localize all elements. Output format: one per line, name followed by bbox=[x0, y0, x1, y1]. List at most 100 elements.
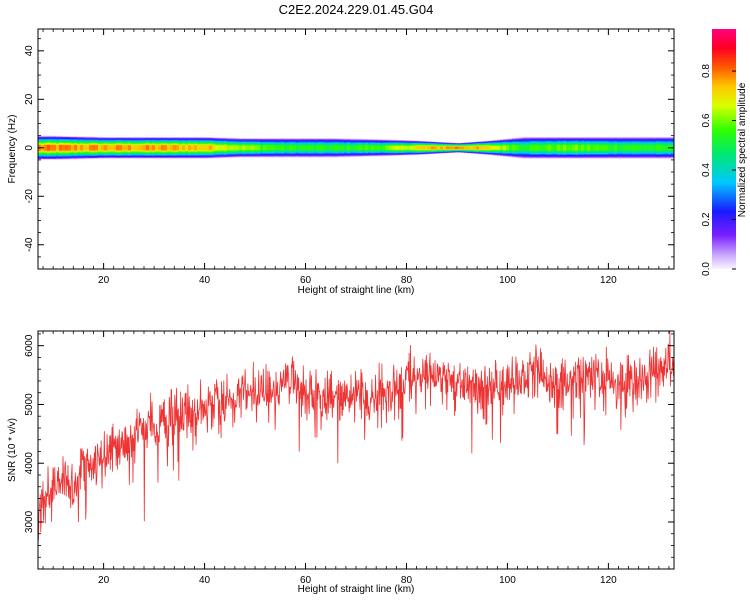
spectrogram-cell bbox=[305, 145, 309, 151]
snr-series-line bbox=[38, 331, 674, 541]
colorbar-ticks: 0.0 0.2 0.4 0.6 0.8 bbox=[701, 64, 736, 276]
spectrogram-cell bbox=[191, 145, 195, 151]
spectrogram-cell bbox=[119, 145, 123, 151]
spectrogram-cell bbox=[137, 145, 141, 151]
snr-y-tick-label: 3000 bbox=[24, 510, 35, 533]
spectrogram-cell bbox=[206, 145, 210, 151]
spectrogram-cell bbox=[56, 144, 60, 151]
spectrogram-cell bbox=[239, 145, 243, 151]
spectrogram-cell bbox=[227, 145, 231, 151]
spectrogram-cell bbox=[374, 145, 378, 150]
spectrogram-cell bbox=[125, 145, 129, 151]
spectrogram-cell bbox=[284, 145, 288, 151]
spectrogram-cell bbox=[428, 146, 432, 150]
spectrogram-cell bbox=[476, 146, 480, 150]
spectrogram-cell bbox=[614, 145, 618, 151]
spectrogram-cell bbox=[269, 145, 273, 151]
spectrogram-cell bbox=[434, 146, 438, 150]
spectrogram-cell bbox=[584, 145, 588, 151]
spectrogram-cell bbox=[53, 144, 57, 151]
spectrogram-cell bbox=[179, 145, 183, 151]
spectrogram-cell bbox=[266, 145, 270, 151]
spectrogram-cell bbox=[536, 145, 540, 151]
spectrogram-cell bbox=[257, 145, 261, 151]
spectrogram-cell bbox=[278, 145, 282, 151]
colorbar-tick-label: 0.2 bbox=[701, 212, 712, 226]
snr-panel: 20 40 60 80 100 120 3000 4000 5000 6000 Height o… bbox=[7, 330, 675, 595]
spectrogram-cell bbox=[566, 145, 570, 151]
spectrogram-cell bbox=[341, 145, 345, 151]
spectrogram-y-tick-label: 20 bbox=[24, 93, 35, 105]
spectrogram-cell bbox=[482, 146, 486, 150]
spectrogram-y-tick-label: -40 bbox=[24, 237, 35, 252]
spectrogram-cell bbox=[620, 145, 624, 151]
spectrogram-cell bbox=[548, 145, 552, 151]
spectrogram-cell bbox=[203, 145, 207, 151]
spectrogram-cell bbox=[362, 145, 366, 150]
spectrogram-cell bbox=[596, 145, 600, 151]
spectrogram-cell bbox=[383, 145, 387, 150]
spectrogram-x-tick-label: 80 bbox=[401, 275, 413, 286]
spectrogram-cell bbox=[122, 145, 126, 151]
spectrogram-cell bbox=[638, 145, 642, 151]
spectrogram-panel: 20 40 60 80 100 120 -40 -20 0 20 40 Height of str… bbox=[7, 28, 675, 296]
spectrogram-cell bbox=[290, 145, 294, 151]
spectrogram-cell bbox=[488, 146, 492, 150]
spectrogram-cell bbox=[287, 145, 291, 151]
spectrogram-cell bbox=[386, 145, 390, 150]
spectrogram-cell bbox=[557, 145, 561, 151]
spectrogram-cell bbox=[458, 146, 462, 149]
snr-y-ticks: 3000 4000 5000 6000 bbox=[24, 333, 674, 570]
spectrogram-y-tick-label: 0 bbox=[24, 145, 35, 151]
spectrogram-cell bbox=[485, 146, 489, 150]
spectrogram-cell bbox=[110, 145, 114, 151]
spectrogram-cell bbox=[665, 145, 669, 151]
spectrogram-cell bbox=[230, 145, 234, 151]
spectrogram-cell bbox=[296, 145, 300, 151]
spectrogram-cell bbox=[200, 145, 204, 151]
spectrogram-cell bbox=[74, 145, 78, 151]
spectrogram-cell bbox=[359, 145, 363, 150]
spectrogram-cell bbox=[518, 145, 522, 151]
spectrogram-cell bbox=[146, 145, 150, 151]
spectrogram-cell bbox=[47, 144, 51, 151]
spectrogram-cell bbox=[629, 145, 633, 151]
spectrogram-cell bbox=[338, 145, 342, 151]
spectrogram-cell bbox=[500, 145, 504, 150]
spectrogram-cell bbox=[215, 145, 219, 151]
spectrogram-cell bbox=[356, 145, 360, 150]
snr-y-tick-label: 4000 bbox=[24, 452, 35, 475]
spectrogram-cell bbox=[128, 145, 132, 151]
spectrogram-y-label: Frequency (Hz) bbox=[7, 115, 18, 184]
spectrogram-cell bbox=[212, 145, 216, 151]
spectrogram-cell bbox=[164, 145, 168, 151]
spectrogram-cell bbox=[602, 145, 606, 151]
spectrogram-x-label: Height of straight line (km) bbox=[298, 285, 415, 296]
spectrogram-cell bbox=[647, 145, 651, 151]
spectrogram-cell bbox=[77, 145, 81, 151]
spectrogram-x-ticks: 20 40 60 80 100 120 bbox=[42, 29, 670, 286]
spectrogram-y-ticks: -40 -20 0 20 40 bbox=[24, 38, 674, 270]
spectrogram-cell bbox=[662, 145, 666, 151]
spectrogram-cell bbox=[308, 145, 312, 151]
snr-x-ticks: 20 40 60 80 100 120 bbox=[42, 331, 670, 586]
spectrogram-cell bbox=[221, 145, 225, 151]
spectrogram-cell bbox=[404, 145, 408, 150]
spectrogram-cell bbox=[143, 145, 147, 151]
spectrogram-cell bbox=[251, 145, 255, 151]
spectrogram-cell bbox=[371, 145, 375, 150]
spectrogram-cell bbox=[401, 145, 405, 150]
spectrogram-cell bbox=[563, 145, 567, 151]
spectrogram-x-tick-label: 100 bbox=[499, 275, 516, 286]
spectrogram-cell bbox=[158, 145, 162, 151]
spectrogram-cell bbox=[599, 145, 603, 151]
spectrogram-cell bbox=[656, 145, 660, 151]
spectrogram-cell bbox=[314, 145, 318, 151]
spectrogram-y-tick-label: 40 bbox=[24, 45, 35, 57]
colorbar-tick-label: 0.0 bbox=[701, 262, 712, 276]
spectrogram-cell bbox=[323, 145, 327, 151]
spectrogram-cell bbox=[299, 145, 303, 151]
snr-x-tick-label: 100 bbox=[499, 575, 516, 586]
spectrogram-cell bbox=[593, 145, 597, 151]
spectrogram-cell bbox=[173, 145, 177, 151]
